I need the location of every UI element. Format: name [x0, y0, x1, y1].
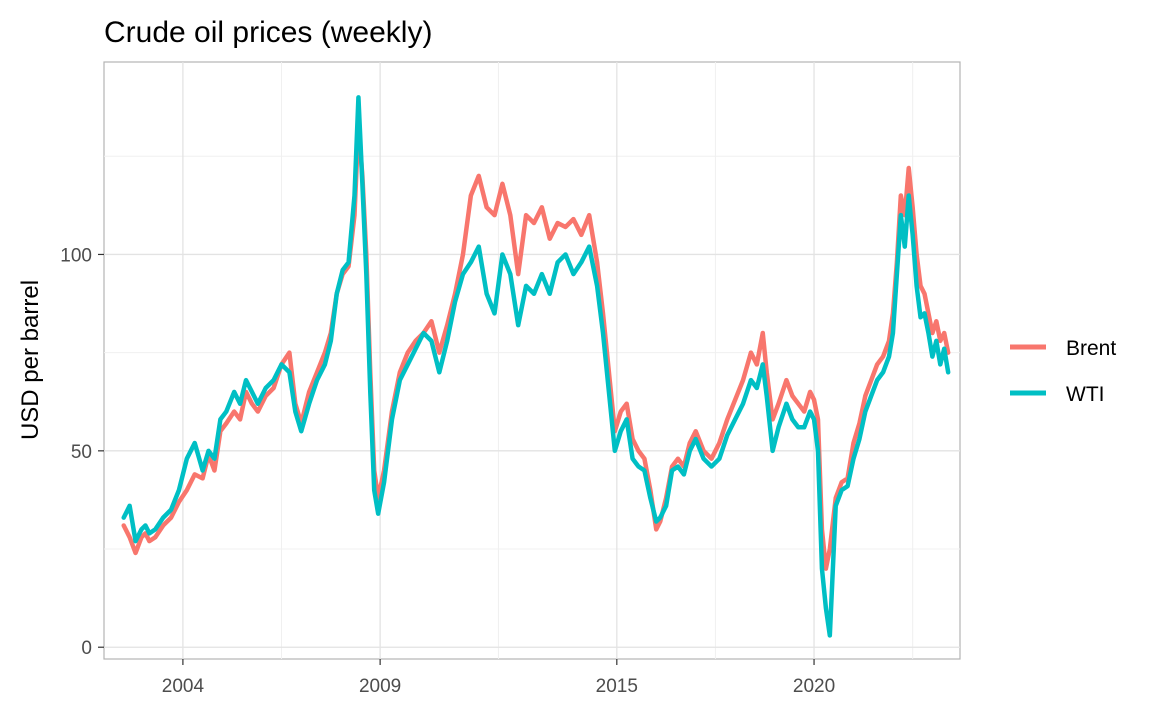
x-tick-label: 2015 — [596, 676, 638, 697]
legend-item-brent: Brent — [1010, 337, 1116, 360]
series-layer — [121, 95, 951, 638]
y-tick-label: 50 — [71, 442, 92, 463]
y-tick-label: 0 — [81, 638, 92, 659]
series-line-wti — [121, 95, 951, 638]
x-tick-label: 2020 — [793, 676, 835, 697]
legend-label-brent: Brent — [1066, 337, 1116, 360]
series-line-brent — [121, 122, 951, 571]
grid-layer — [104, 62, 960, 659]
legend: Brent WTI — [1010, 337, 1116, 406]
legend-label-wti: WTI — [1066, 383, 1104, 406]
x-tick-label: 2009 — [359, 676, 401, 697]
y-axis-label: USD per barrel — [17, 280, 44, 440]
legend-item-wti: WTI — [1010, 383, 1104, 406]
axis-layer: 2004 2009 2015 2020 0 50 100 — [60, 245, 835, 697]
y-tick-label: 100 — [60, 245, 92, 266]
plot-panel — [103, 61, 961, 660]
x-tick-label: 2004 — [162, 676, 205, 697]
chart-title: Crude oil prices (weekly) — [104, 16, 432, 49]
